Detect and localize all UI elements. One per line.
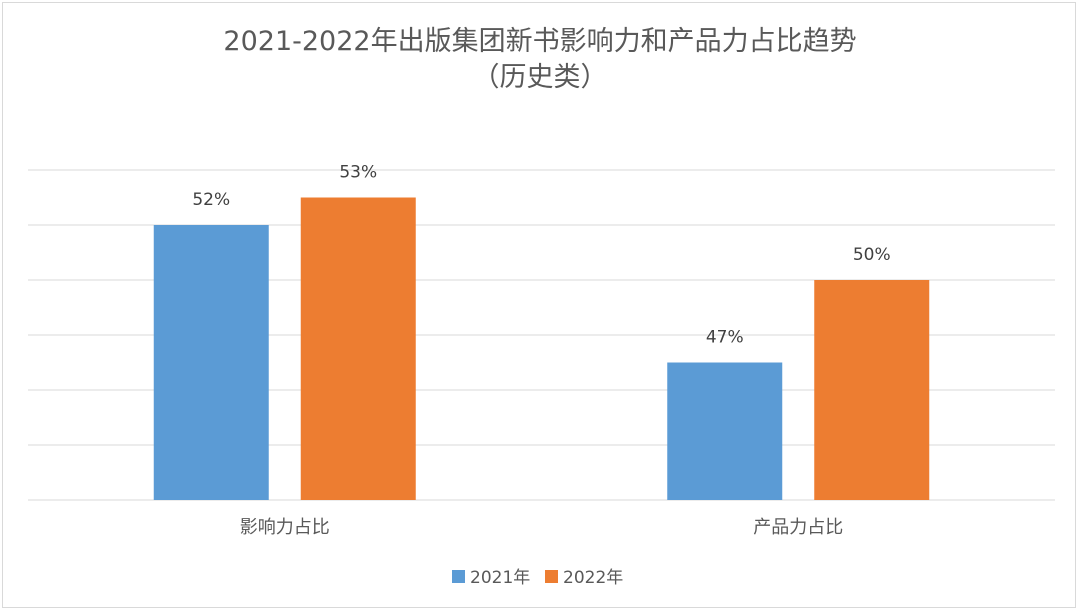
legend-swatch xyxy=(452,570,465,583)
data-label: 52% xyxy=(192,190,230,210)
bar xyxy=(153,225,269,500)
data-label: 50% xyxy=(853,245,891,265)
chart-title: 2021-2022年出版集团新书影响力和产品力占比趋势 xyxy=(223,26,856,57)
bar xyxy=(814,280,930,500)
data-label: 47% xyxy=(706,328,744,348)
bar xyxy=(667,362,783,500)
legend-swatch xyxy=(545,570,558,583)
legend-label: 2022年 xyxy=(563,568,623,588)
data-label: 53% xyxy=(339,163,377,183)
category-label: 影响力占比 xyxy=(240,517,330,538)
bar xyxy=(300,197,416,500)
legend-label: 2021年 xyxy=(470,568,530,588)
chart-subtitle: （历史类） xyxy=(473,62,608,93)
category-label: 产品力占比 xyxy=(753,517,843,538)
